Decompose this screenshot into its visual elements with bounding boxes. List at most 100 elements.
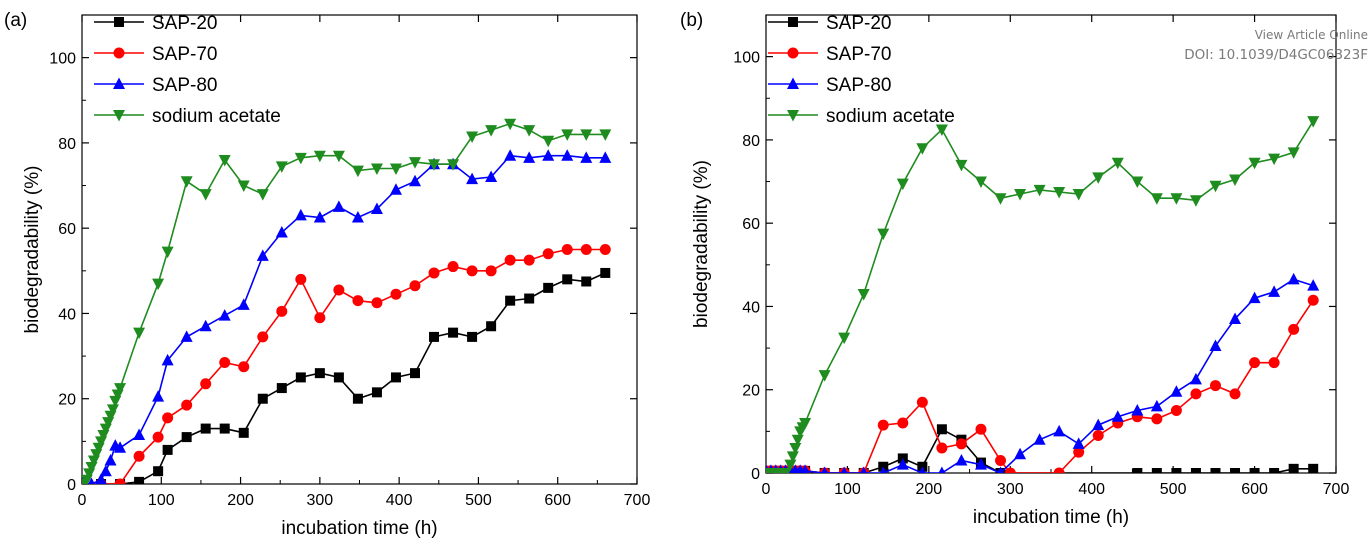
data-point: [218, 154, 231, 167]
data-point: [152, 390, 165, 402]
data-point: [561, 149, 574, 161]
y-tick-label: 60: [742, 216, 760, 233]
data-point: [504, 149, 517, 161]
data-point: [181, 399, 193, 411]
data-point: [218, 309, 231, 321]
legend-label: SAP-80: [826, 75, 891, 96]
data-point: [238, 427, 249, 438]
data-point: [1033, 184, 1046, 197]
data-point: [256, 189, 269, 201]
data-point: [786, 451, 799, 463]
y-tick-label: 20: [742, 383, 760, 400]
data-point: [1170, 193, 1183, 205]
data-point: [1307, 279, 1320, 291]
data-point: [352, 393, 363, 404]
data-point: [152, 278, 165, 291]
x-tick-label: 200: [916, 481, 943, 498]
data-point: [916, 143, 929, 155]
data-point: [581, 276, 592, 287]
data-point: [1287, 147, 1300, 159]
data-point: [295, 372, 306, 383]
data-point: [1288, 463, 1299, 473]
data-point: [1307, 116, 1320, 128]
data-point: [599, 244, 611, 255]
data-point: [314, 312, 326, 324]
data-point: [313, 150, 326, 163]
data-point: [276, 305, 288, 317]
data-point: [1170, 405, 1182, 417]
data-point: [543, 282, 554, 293]
data-point: [199, 319, 212, 332]
data-point: [1268, 153, 1281, 166]
data-point: [542, 149, 555, 161]
data-point: [935, 124, 948, 136]
data-point: [485, 170, 498, 183]
x-tick-label: 700: [624, 492, 651, 509]
series-line-3: [766, 120, 1314, 473]
data-point: [1111, 410, 1124, 422]
data-point: [1189, 195, 1202, 207]
data-point: [1151, 413, 1163, 425]
data-point: [955, 159, 968, 172]
data-point: [955, 454, 968, 466]
data-point: [351, 165, 364, 178]
data-point: [114, 383, 127, 395]
data-point: [370, 202, 383, 214]
data-point: [390, 288, 402, 300]
y-tick-label: 0: [67, 477, 76, 494]
data-point: [351, 211, 364, 223]
data-point: [161, 246, 174, 259]
data-point: [580, 151, 593, 163]
data-point: [332, 200, 345, 212]
data-point: [784, 459, 797, 472]
data-point: [838, 332, 851, 345]
x-tick-label: 0: [78, 492, 87, 509]
data-point: [504, 118, 517, 131]
data-point: [114, 441, 127, 453]
data-point: [1111, 157, 1124, 170]
data-point: [1092, 418, 1105, 431]
data-point: [974, 176, 987, 189]
x-tick-label: 700: [1323, 481, 1350, 498]
panel-label: (b): [680, 10, 703, 31]
data-point: [95, 473, 107, 484]
data-point: [1268, 357, 1280, 369]
data-point: [896, 178, 909, 191]
data-point: [237, 298, 250, 310]
y-tick-label: 80: [58, 136, 76, 153]
data-point: [1053, 424, 1066, 437]
y-axis-label: biodegradability (%): [691, 160, 712, 328]
data-point: [916, 396, 928, 408]
data-point: [1209, 380, 1221, 392]
data-point: [877, 228, 890, 241]
x-tick-label: 600: [544, 492, 571, 509]
view-article-online-link[interactable]: View Article Online: [1254, 28, 1368, 42]
data-point: [275, 225, 288, 238]
x-tick-label: 400: [386, 492, 413, 509]
y-tick-label: 60: [58, 221, 76, 238]
series-line-1: [766, 299, 1314, 473]
data-point: [152, 431, 164, 443]
legend-marker: [788, 17, 798, 27]
x-tick-label: 0: [762, 481, 771, 498]
data-point: [390, 372, 401, 383]
data-point: [1190, 388, 1202, 400]
data-point: [1150, 399, 1163, 412]
y-tick-label: 40: [58, 306, 76, 323]
data-point: [1229, 174, 1242, 186]
data-point: [561, 244, 573, 255]
data-point: [409, 280, 421, 292]
panel-label: (a): [4, 10, 27, 31]
data-point: [799, 418, 812, 430]
data-point: [1171, 468, 1182, 473]
data-point: [1014, 189, 1027, 201]
data-point: [1268, 285, 1281, 297]
data-point: [936, 424, 947, 435]
x-tick-label: 100: [148, 492, 175, 509]
data-point: [180, 176, 193, 188]
data-point: [1132, 468, 1143, 473]
doi-label: DOI: 10.1039/D4GC06323F: [1184, 47, 1368, 63]
data-point: [936, 442, 948, 454]
data-point: [1170, 385, 1183, 397]
